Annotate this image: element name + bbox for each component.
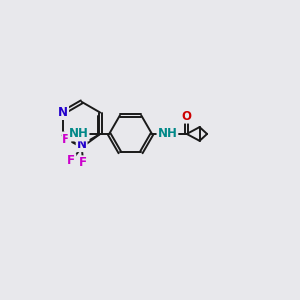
Text: N: N — [58, 106, 68, 119]
Text: F: F — [79, 156, 87, 169]
Text: NH: NH — [158, 128, 177, 140]
Text: F: F — [62, 133, 70, 146]
Text: NH: NH — [69, 128, 88, 140]
Text: N: N — [76, 138, 87, 151]
Text: F: F — [67, 154, 75, 167]
Text: O: O — [182, 110, 192, 123]
